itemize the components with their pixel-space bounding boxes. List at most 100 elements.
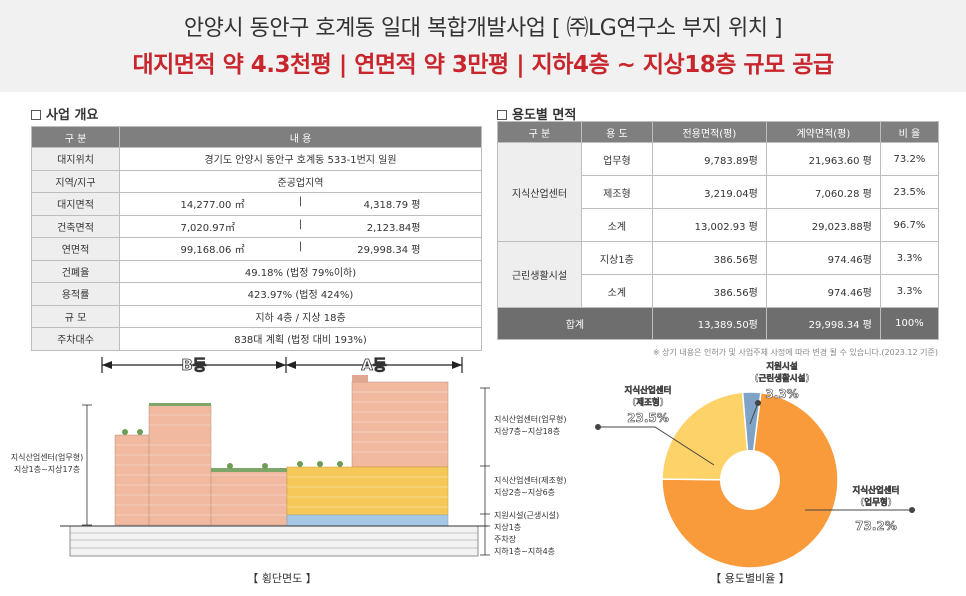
table-row: 연면적 99,168.06 ㎡ | 29,998.34 평	[31, 237, 482, 261]
exclusive-cell: 13,389.50평	[651, 307, 767, 340]
left-label-line2: 지상1층~지상17층	[14, 464, 80, 474]
mfg-pct-label: 23.5%	[627, 411, 669, 425]
overview-header-label: 구 분	[31, 126, 120, 148]
office-pct-label: 73.2%	[855, 519, 897, 533]
exclusive-cell: 9,783.89평	[651, 142, 767, 176]
use-cell: 지상1층	[580, 241, 653, 275]
right-support-label2: 지상1층	[494, 522, 521, 532]
table-row: 제조형 3,219.04평 7,060.28 평 23.5%	[498, 175, 940, 209]
ratio-cell: 3.3%	[879, 241, 940, 275]
contract-cell: 29,023.88평	[765, 208, 881, 242]
usage-table: 구 분 용 도 전용면적(평) 계약면적(평) 비 율 지식산업센터 업무형 9…	[497, 121, 940, 340]
mfg-label-line1: 지식산업센터	[625, 385, 672, 396]
arrow-icon	[276, 361, 286, 369]
leader-dot	[909, 507, 915, 513]
overview-title: 사업 개요	[31, 104, 98, 123]
right-dimension	[480, 387, 490, 556]
table-row: 건폐율 49.18% (법정 79%이하)	[31, 259, 482, 283]
usage-header-exclusive: 전용면적(평)	[651, 121, 767, 143]
usage-header-ratio: 비 율	[879, 121, 940, 143]
right-support-label: 지원시설(근생시설)	[494, 510, 559, 520]
row-value: 423.97% (법정 424%)	[119, 282, 482, 306]
arrow-icon	[286, 361, 296, 369]
leader-dot	[755, 400, 761, 406]
leader-dot	[595, 424, 601, 430]
group-label: 지식산업센터	[497, 142, 582, 242]
header-subtitle: 대지면적 약 4.3천평 | 연면적 약 3만평 | 지하4층 ~ 지상18층 …	[132, 52, 834, 78]
value-pyeong: 2,123.84평	[366, 222, 421, 234]
support-label-line1: 지원시설	[766, 361, 797, 372]
row-label: 주차대수	[31, 327, 120, 351]
contract-cell: 974.46평	[765, 274, 881, 308]
table-row: 대지위치 경기도 안양시 동안구 호계동 533-1번지 일원	[31, 147, 482, 171]
office-label-line2: (업무형)	[860, 497, 891, 508]
header-banner: 안양시 동안구 호계동 일대 복합개발사업 [ ㈜LG연구소 부지 위치 ] 대…	[0, 0, 966, 92]
usage-title: 용도별 면적	[497, 104, 576, 123]
contract-cell: 29,998.34 평	[765, 307, 881, 340]
exclusive-cell: 386.56평	[651, 274, 767, 308]
row-value: 838대 계획 (법정 대비 193%)	[119, 327, 482, 351]
table-row: 근린생활시설 지상1층 386.56평 974.46평 3.3%	[497, 241, 940, 308]
overview-header-value: 내 용	[119, 126, 482, 148]
checkbox-square-icon	[497, 110, 507, 120]
office-label-line1: 지식산업센터	[853, 485, 900, 496]
value-m2: 14,277.00 ㎡	[180, 200, 245, 212]
usage-header-contract: 계약면적(평)	[765, 121, 881, 143]
usage-header-category: 구 분	[497, 121, 582, 143]
checkbox-square-icon	[31, 110, 41, 120]
leader-lines	[598, 402, 912, 511]
basement-parking	[60, 525, 488, 557]
table-row: 용적률 423.97% (법정 424%)	[31, 282, 482, 306]
building-a	[286, 375, 449, 528]
pie-slice-manufacturing	[661, 391, 751, 481]
row-value: 99,168.06 ㎡ | 29,998.34 평	[119, 237, 482, 261]
row-value: 49.18% (법정 79%이하)	[119, 259, 482, 283]
building-b	[114, 403, 288, 526]
support-label-line2: (근린생활시설)	[755, 373, 810, 384]
table-row: 지식산업센터 업무형 9,783.89평 21,963.60 평 73.2%	[497, 142, 940, 242]
right-parking-label2: 지하1층~지하4층	[494, 546, 555, 556]
table-row: 규 모 지하 4층 / 지상 18층	[31, 304, 482, 328]
left-dimension	[82, 404, 92, 526]
use-cell: 제조형	[580, 175, 653, 209]
row-label: 연면적	[31, 237, 120, 261]
row-value: 7,020.97㎡ | 2,123.84평	[119, 214, 482, 238]
right-mfg-label2: 지상2층~지상6층	[494, 487, 555, 497]
contract-cell: 7,060.28 평	[765, 175, 881, 209]
building-a-label: A동	[361, 356, 387, 374]
cross-section-diagram: B동 A동	[11, 356, 567, 585]
value-m2: 99,168.06 ㎡	[180, 245, 245, 257]
row-value: 지하 4층 / 지상 18층	[119, 304, 482, 328]
exclusive-cell: 13,002.93 평	[651, 208, 767, 242]
row-label: 건폐율	[31, 259, 120, 283]
use-cell: 업무형	[580, 142, 653, 176]
section-caption: 【 횡단면도 】	[247, 572, 316, 585]
contract-cell: 974.46평	[765, 241, 881, 275]
value-m2: 7,020.97㎡	[180, 222, 236, 234]
right-office-label1: 지식산업센터(업무형)	[494, 414, 566, 424]
usage-note: ※ 상기 내용은 인허가 및 사업주체 사정에 따라 변경 될 수 있습니다.(…	[652, 348, 938, 357]
pie-hole	[720, 450, 780, 510]
table-row: 주차대수 838대 계획 (법정 대비 193%)	[31, 327, 482, 351]
header-title: 안양시 동안구 호계동 일대 복합개발사업 [ ㈜LG연구소 부지 위치 ]	[183, 16, 783, 41]
row-label: 규 모	[31, 304, 120, 328]
right-parking-label1: 주차장	[494, 534, 517, 544]
table-row: 소계 13,002.93 평 29,023.88평 96.7%	[498, 208, 940, 242]
building-b-label: B동	[181, 356, 206, 374]
row-value: 경기도 안양시 동안구 호계동 533-1번지 일원	[119, 147, 482, 171]
usage-pie-chart: 지원시설 (근린생활시설) 3.3% 지식산업센터 (제조형) 23.5% 지식…	[595, 361, 915, 585]
use-cell: 소계	[580, 274, 653, 308]
table-row: 대지면적 14,277.00 ㎡ | 4,318.79 평	[31, 192, 482, 216]
usage-header-use: 용 도	[580, 121, 653, 143]
row-label: 지역/지구	[31, 169, 120, 193]
ratio-cell: 100%	[879, 307, 940, 340]
arrow-icon	[102, 361, 112, 369]
ratio-cell: 96.7%	[879, 208, 940, 242]
group-label: 근린생활시설	[497, 241, 582, 308]
value-separator: |	[298, 218, 303, 230]
value-separator: |	[298, 241, 303, 253]
ratio-cell: 3.3%	[879, 274, 940, 308]
overview-table: 구 분 내 용 대지위치 경기도 안양시 동안구 호계동 533-1번지 일원 …	[31, 126, 482, 351]
value-pyeong: 29,998.34 평	[357, 245, 421, 257]
exclusive-cell: 386.56평	[651, 241, 767, 275]
